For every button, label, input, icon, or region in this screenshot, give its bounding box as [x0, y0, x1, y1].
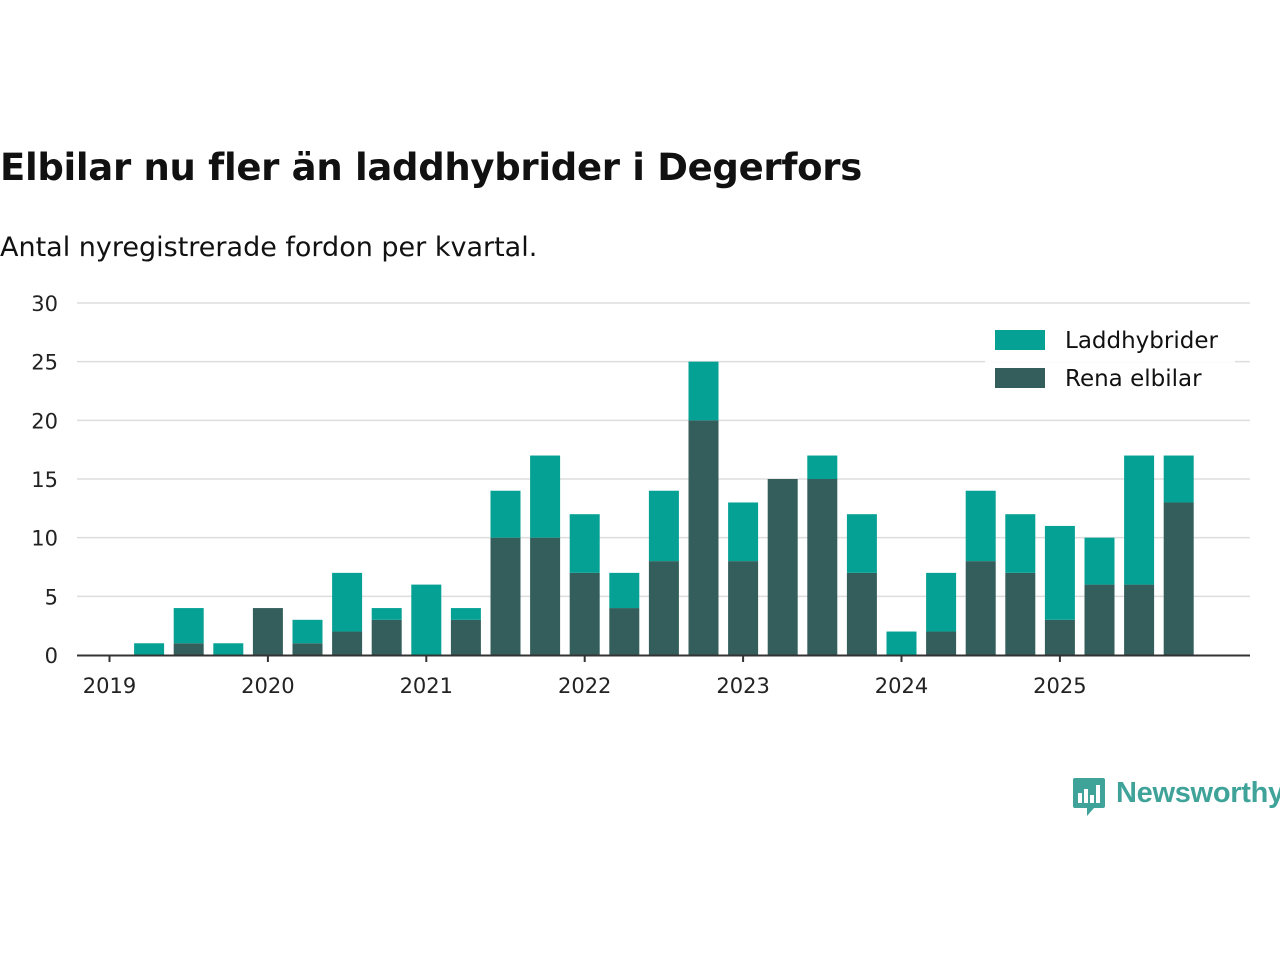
y-tick-label: 20 — [31, 409, 58, 433]
legend: Laddhybrider Rena elbilar — [985, 320, 1235, 398]
bar-rena-elbilar — [1005, 572, 1036, 655]
y-tick-label: 25 — [31, 351, 58, 375]
bar-laddhybrider — [292, 619, 323, 644]
bar-laddhybrider — [926, 572, 957, 632]
legend-label-rena-elbilar: Rena elbilar — [1065, 366, 1202, 392]
bar-rena-elbilar — [252, 608, 283, 655]
bar-laddhybrider — [450, 608, 481, 620]
bar-rena-elbilar — [1084, 584, 1115, 655]
bar-laddhybrider — [569, 514, 600, 573]
bar-rena-elbilar — [173, 643, 204, 655]
bar-laddhybrider — [134, 643, 165, 655]
bar-laddhybrider — [886, 631, 917, 655]
bar-laddhybrider — [1084, 537, 1115, 585]
bar-laddhybrider — [1163, 455, 1194, 503]
bar-laddhybrider — [846, 514, 877, 573]
bar-laddhybrider — [1124, 455, 1155, 585]
bar-rena-elbilar — [648, 561, 679, 655]
bar-laddhybrider — [1005, 514, 1036, 573]
x-tick-label: 2021 — [400, 674, 453, 698]
bar-laddhybrider — [1044, 525, 1075, 620]
bar-laddhybrider — [371, 608, 402, 620]
y-tick-label: 15 — [31, 468, 58, 492]
x-tick-label: 2022 — [558, 674, 611, 698]
bar-rena-elbilar — [807, 479, 838, 655]
bar-rena-elbilar — [332, 631, 363, 655]
bar-rena-elbilar — [965, 561, 996, 655]
x-tick-label: 2024 — [875, 674, 928, 698]
bar-laddhybrider — [490, 490, 521, 538]
bar-rena-elbilar — [450, 619, 481, 655]
x-tick-label: 2025 — [1033, 674, 1086, 698]
bar-laddhybrider — [173, 608, 204, 644]
legend-swatch-rena-elbilar — [995, 368, 1045, 388]
bar-rena-elbilar — [846, 572, 877, 655]
bar-laddhybrider — [728, 502, 759, 562]
bar-laddhybrider — [807, 455, 838, 479]
y-tick-label: 0 — [45, 644, 58, 668]
bar-rena-elbilar — [767, 479, 798, 655]
bar-laddhybrider — [648, 490, 679, 562]
bar-laddhybrider — [530, 455, 561, 538]
bar-rena-elbilar — [688, 420, 719, 655]
bar-rena-elbilar — [292, 643, 323, 655]
legend-label-laddhybrider: Laddhybrider — [1065, 328, 1218, 354]
bar-laddhybrider — [332, 572, 363, 632]
chart-subtitle: Antal nyregistrerade fordon per kvartal. — [0, 232, 538, 263]
legend-swatch-laddhybrider — [995, 330, 1045, 350]
y-tick-label: 10 — [31, 527, 58, 551]
bar-rena-elbilar — [1044, 619, 1075, 655]
bar-laddhybrider — [213, 643, 244, 655]
bar-laddhybrider — [965, 490, 996, 562]
bar-rena-elbilar — [530, 537, 561, 655]
newsworthy-logo-icon — [1073, 778, 1105, 816]
newsworthy-logo: Newsworthy — [1072, 776, 1280, 818]
bar-rena-elbilar — [609, 608, 640, 655]
newsworthy-logo-text: Newsworthy — [1116, 777, 1280, 809]
bar-laddhybrider — [609, 572, 640, 609]
x-tick-label: 2020 — [241, 674, 294, 698]
bar-rena-elbilar — [490, 537, 521, 655]
bar-rena-elbilar — [728, 561, 759, 655]
y-tick-label: 5 — [45, 585, 58, 609]
x-tick-label: 2019 — [83, 674, 136, 698]
bar-rena-elbilar — [926, 631, 957, 655]
bar-laddhybrider — [688, 361, 719, 421]
chart-title: Elbilar nu fler än laddhybrider i Degerf… — [0, 146, 862, 189]
bar-rena-elbilar — [1163, 502, 1194, 655]
y-tick-label: 30 — [31, 292, 58, 316]
bar-rena-elbilar — [371, 619, 402, 655]
bar-laddhybrider — [411, 584, 442, 655]
x-tick-label: 2023 — [716, 674, 769, 698]
bar-rena-elbilar — [569, 572, 600, 655]
bar-rena-elbilar — [1124, 584, 1155, 655]
